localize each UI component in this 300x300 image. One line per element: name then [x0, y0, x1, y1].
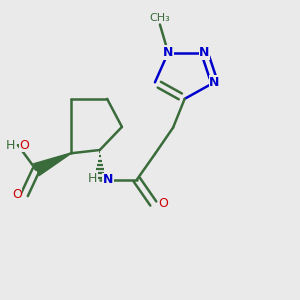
- Text: N: N: [103, 173, 113, 186]
- Text: CH₃: CH₃: [149, 13, 170, 23]
- Text: O: O: [158, 197, 168, 210]
- Text: N: N: [209, 76, 220, 89]
- Text: N: N: [199, 46, 210, 59]
- Polygon shape: [33, 152, 71, 176]
- Text: H: H: [88, 172, 97, 184]
- Text: O: O: [20, 139, 29, 152]
- Text: H: H: [6, 139, 15, 152]
- Text: N: N: [163, 46, 173, 59]
- Text: O: O: [12, 188, 22, 201]
